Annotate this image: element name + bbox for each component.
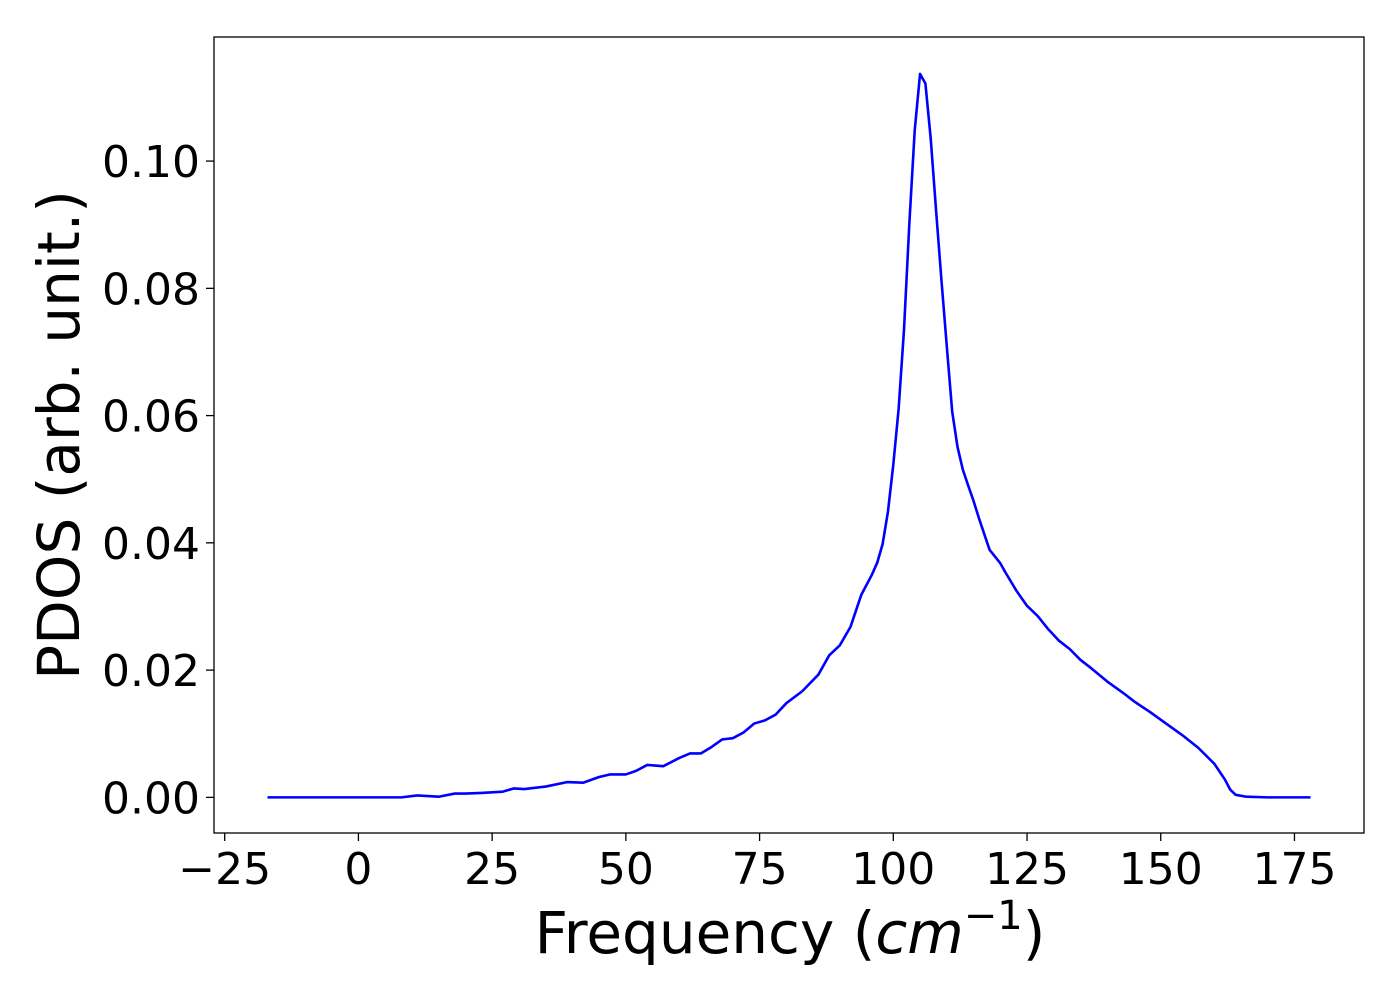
plot-frame bbox=[213, 36, 1365, 834]
y-tick-label: 0.08 bbox=[102, 264, 200, 315]
x-tick-label: 0 bbox=[344, 844, 372, 895]
y-tick-label: 0.04 bbox=[102, 519, 200, 570]
x-axis-label: Frequency (cm−1) bbox=[535, 893, 1046, 967]
y-tick-label: 0.00 bbox=[102, 773, 200, 824]
x-axis-label-text: Frequency bbox=[535, 899, 835, 967]
x-tick-label: 175 bbox=[1252, 844, 1336, 895]
plot-area bbox=[267, 72, 1311, 799]
x-tick-label: −25 bbox=[178, 844, 271, 895]
x-tick-label: 100 bbox=[851, 844, 935, 895]
series-line-0 bbox=[267, 72, 1311, 799]
y-tick-label: 0.10 bbox=[102, 137, 200, 188]
x-tick-label: 50 bbox=[598, 844, 654, 895]
x-tick-label: 75 bbox=[732, 844, 788, 895]
axis-ticks: −25 0 25 50 75 100 125 150 175 0.00 0.02 0.04 0.06 0.… bbox=[102, 137, 1336, 895]
x-tick-label: 150 bbox=[1119, 844, 1203, 895]
x-axis-label-exponent: −1 bbox=[964, 893, 1023, 939]
x-tick-label: 25 bbox=[464, 844, 520, 895]
x-tick-label: 125 bbox=[985, 844, 1069, 895]
y-axis-label: PDOS (arb. unit.) bbox=[25, 190, 93, 680]
y-tick-label: 0.06 bbox=[102, 392, 200, 443]
y-tick-label: 0.02 bbox=[102, 646, 200, 697]
x-axis-label-unit: cm bbox=[875, 899, 963, 967]
